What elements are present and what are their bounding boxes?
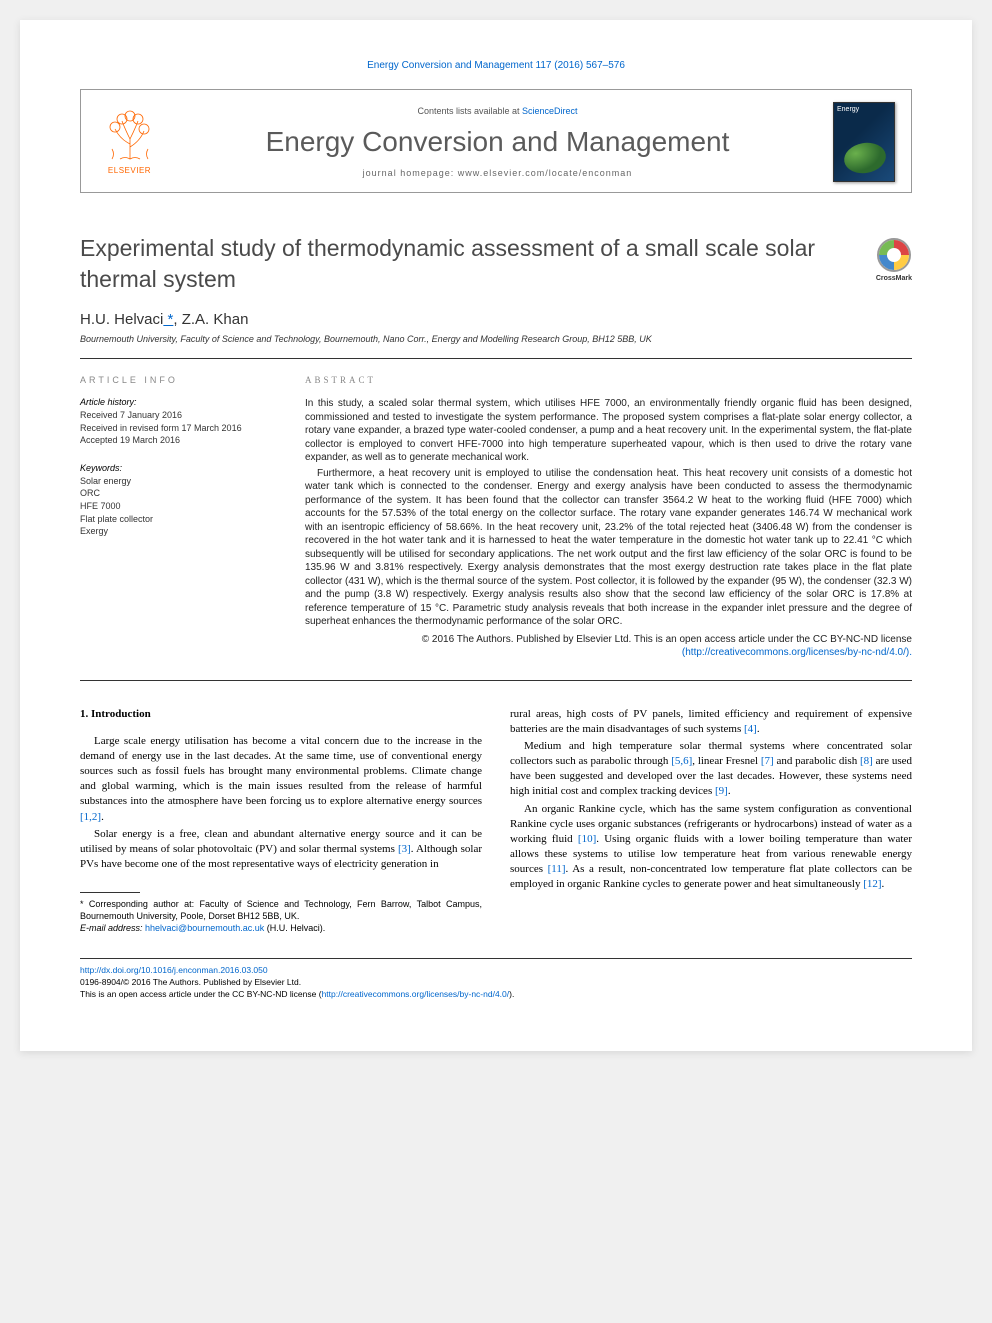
crossmark-badge[interactable]: CrossMark — [876, 237, 912, 282]
body-columns: 1. Introduction Large scale energy utili… — [80, 707, 912, 935]
authors: H.U. Helvaci *, Z.A. Khan — [80, 311, 912, 328]
body-paragraph: Medium and high temperature solar therma… — [510, 739, 912, 800]
footnote-separator — [80, 892, 140, 893]
crossmark-label: CrossMark — [876, 275, 912, 282]
keyword: Exergy — [80, 525, 275, 538]
affiliation: Bournemouth University, Faculty of Scien… — [80, 334, 912, 344]
ref-link[interactable]: [11] — [548, 863, 566, 875]
corresponding-marker[interactable]: * — [163, 311, 173, 328]
footer-license-link[interactable]: http://creativecommons.org/licenses/by-n… — [322, 989, 510, 999]
body-paragraph: An organic Rankine cycle, which has the … — [510, 802, 912, 893]
body-paragraph: Large scale energy utilisation has becom… — [80, 734, 482, 825]
abstract-label: ABSTRACT — [305, 375, 912, 385]
top-citation: Energy Conversion and Management 117 (20… — [80, 60, 912, 71]
homepage-url[interactable]: www.elsevier.com/locate/enconman — [458, 168, 633, 178]
keywords-label: Keywords: — [80, 463, 275, 473]
contents-line: Contents lists available at ScienceDirec… — [178, 106, 817, 116]
article-info-column: ARTICLE INFO Article history: Received 7… — [80, 375, 275, 660]
intro-heading: 1. Introduction — [80, 707, 482, 722]
received-date: Received 7 January 2016 — [80, 409, 275, 422]
issn-line: 0196-8904/© 2016 The Authors. Published … — [80, 977, 301, 987]
ref-link[interactable]: [12] — [863, 878, 881, 890]
ref-link[interactable]: [10] — [578, 833, 596, 845]
abstract-p2: Furthermore, a heat recovery unit is emp… — [305, 467, 912, 629]
body-column-left: 1. Introduction Large scale energy utili… — [80, 707, 482, 935]
abstract-p1: In this study, a scaled solar thermal sy… — [305, 397, 912, 465]
keyword: HFE 7000 — [80, 500, 275, 513]
history-label: Article history: — [80, 397, 275, 407]
ref-link[interactable]: [8] — [860, 755, 873, 767]
ref-link[interactable]: [4] — [744, 723, 757, 735]
ref-link[interactable]: [9] — [715, 785, 728, 797]
elsevier-logo: ELSEVIER — [97, 105, 162, 180]
body-paragraph: rural areas, high costs of PV panels, li… — [510, 707, 912, 737]
email-footnote: E-mail address: hhelvaci@bournemouth.ac.… — [80, 923, 482, 935]
ref-link[interactable]: [1,2] — [80, 811, 101, 823]
page-footer: http://dx.doi.org/10.1016/j.enconman.201… — [80, 958, 912, 1001]
revised-date: Received in revised form 17 March 2016 — [80, 422, 275, 435]
journal-cover-thumbnail: Energy — [833, 102, 895, 182]
crossmark-icon — [876, 237, 912, 273]
ref-link[interactable]: [5,6] — [671, 755, 692, 767]
elsevier-text: ELSEVIER — [108, 166, 151, 175]
divider — [80, 680, 912, 681]
article-title: Experimental study of thermodynamic asse… — [80, 233, 856, 295]
copyright-line: © 2016 The Authors. Published by Elsevie… — [305, 633, 912, 660]
elsevier-tree-icon — [100, 109, 160, 164]
article-info-label: ARTICLE INFO — [80, 375, 275, 385]
corresponding-footnote: * Corresponding author at: Faculty of Sc… — [80, 899, 482, 922]
keyword: ORC — [80, 487, 275, 500]
sciencedirect-link[interactable]: ScienceDirect — [522, 106, 578, 116]
homepage-line: journal homepage: www.elsevier.com/locat… — [178, 168, 817, 178]
page-container: Energy Conversion and Management 117 (20… — [20, 20, 972, 1051]
body-paragraph: Solar energy is a free, clean and abunda… — [80, 827, 482, 873]
ref-link[interactable]: [3] — [398, 843, 411, 855]
license-link[interactable]: (http://creativecommons.org/licenses/by-… — [682, 647, 912, 658]
journal-header: ELSEVIER Contents lists available at Sci… — [80, 89, 912, 193]
journal-name: Energy Conversion and Management — [178, 126, 817, 158]
email-link[interactable]: hhelvaci@bournemouth.ac.uk — [145, 923, 264, 933]
keyword: Flat plate collector — [80, 513, 275, 526]
abstract-column: ABSTRACT In this study, a scaled solar t… — [305, 375, 912, 660]
ref-link[interactable]: [7] — [761, 755, 774, 767]
doi-link[interactable]: http://dx.doi.org/10.1016/j.enconman.201… — [80, 965, 268, 975]
accepted-date: Accepted 19 March 2016 — [80, 434, 275, 447]
keyword: Solar energy — [80, 475, 275, 488]
body-column-right: rural areas, high costs of PV panels, li… — [510, 707, 912, 935]
header-center: Contents lists available at ScienceDirec… — [178, 106, 817, 178]
